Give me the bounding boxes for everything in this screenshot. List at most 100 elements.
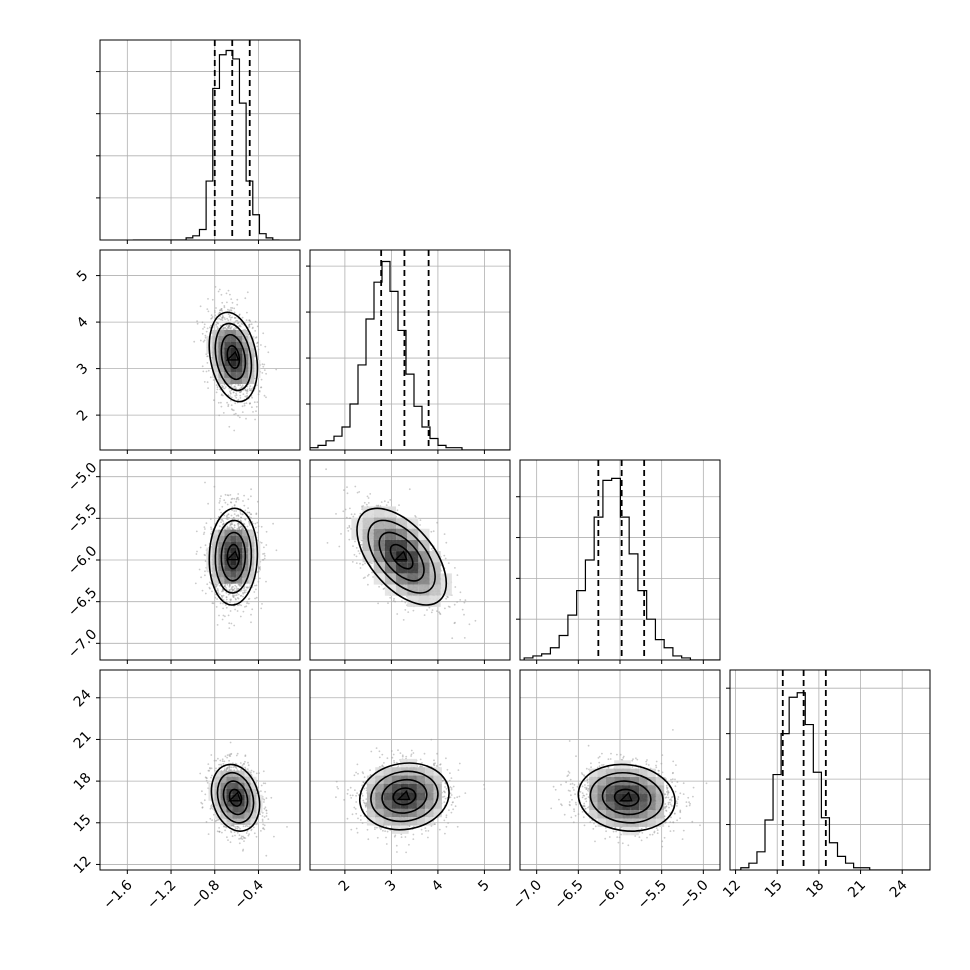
- density-cell: [242, 347, 249, 354]
- density-cell: [362, 517, 374, 529]
- scatter-point: [244, 297, 247, 300]
- scatter-point: [257, 525, 260, 528]
- scatter-point: [367, 583, 369, 586]
- scatter-point: [222, 520, 225, 522]
- scatter-point: [240, 525, 243, 527]
- scatter-point: [222, 523, 225, 526]
- density-cell: [230, 378, 237, 385]
- scatter-point: [225, 586, 227, 589]
- scatter-point: [254, 522, 257, 525]
- scatter-point: [447, 562, 450, 564]
- scatter-point: [342, 510, 345, 513]
- scatter-point: [355, 547, 358, 549]
- scatter-point: [248, 522, 251, 524]
- scatter-point: [203, 531, 206, 534]
- scatter-point: [210, 314, 213, 317]
- scatter-point: [367, 502, 370, 504]
- scatter-point: [246, 311, 248, 314]
- scatter-point: [232, 589, 234, 591]
- scatter-point: [227, 614, 230, 617]
- scatter-point: [217, 757, 219, 760]
- scatter-point: [325, 468, 327, 471]
- scatter-point: [228, 627, 231, 629]
- scatter-point: [233, 307, 236, 310]
- scatter-point: [349, 507, 351, 510]
- scatter-point: [236, 303, 239, 306]
- scatter-point: [432, 549, 434, 552]
- density-cell: [373, 562, 385, 574]
- scatter-point: [224, 326, 227, 329]
- scatter-point: [219, 584, 221, 587]
- density-cell: [396, 562, 408, 574]
- scatter-point: [238, 313, 241, 316]
- scatter-point: [248, 511, 251, 514]
- scatter-point: [208, 586, 211, 589]
- scatter-point: [213, 310, 216, 312]
- scatter-point: [338, 545, 341, 548]
- scatter-point: [210, 805, 213, 807]
- scatter-point: [453, 603, 456, 606]
- scatter-point: [263, 807, 266, 810]
- scatter-point: [230, 309, 233, 312]
- scatter-content: [100, 250, 300, 450]
- scatter-point: [359, 567, 362, 569]
- scatter-point: [227, 313, 230, 316]
- scatter-point: [219, 500, 221, 502]
- scatter-point: [253, 832, 256, 835]
- scatter-point: [246, 825, 249, 828]
- scatter-point: [240, 594, 243, 597]
- scatter-point: [234, 584, 237, 587]
- scatter-point: [430, 611, 433, 614]
- scatter-point: [423, 614, 426, 616]
- scatter-point: [389, 596, 392, 599]
- scatter-point: [255, 336, 258, 339]
- scatter-point: [443, 554, 446, 557]
- density-cell: [218, 329, 225, 336]
- scatter-point: [233, 624, 236, 627]
- scatter-point: [237, 398, 240, 401]
- scatter-point: [237, 583, 240, 586]
- scatter-point: [220, 401, 222, 404]
- scatter-point: [243, 591, 246, 594]
- histogram-steps: [310, 260, 510, 450]
- scatter-point: [344, 508, 347, 511]
- scatter-point: [204, 528, 206, 530]
- scatter-point: [234, 402, 237, 405]
- scatter-point: [229, 314, 231, 317]
- contour-line: [378, 531, 425, 582]
- scatter-point: [247, 602, 250, 605]
- scatter-point: [207, 502, 210, 505]
- scatter-point: [369, 561, 372, 564]
- density-cell: [218, 571, 225, 578]
- scatter-point: [239, 583, 241, 586]
- density-cell: [236, 341, 243, 348]
- scatter-point: [350, 513, 353, 516]
- scatter-content: [100, 670, 300, 870]
- scatter-point: [194, 582, 197, 585]
- scatter-point: [227, 319, 230, 322]
- scatter-point: [219, 602, 222, 605]
- scatter-point: [248, 319, 251, 322]
- density-cell: [236, 541, 243, 548]
- scatter-point: [221, 386, 224, 389]
- scatter-point: [233, 413, 236, 416]
- scatter-point: [222, 599, 225, 601]
- scatter-point: [459, 599, 462, 601]
- scatter-point: [226, 836, 228, 839]
- scatter-point: [242, 513, 244, 516]
- density-cell: [373, 506, 385, 518]
- scatter-point: [367, 497, 370, 499]
- scatter-point: [419, 519, 422, 521]
- scatter-point: [217, 589, 220, 592]
- density-cell: [224, 329, 231, 336]
- scatter-point: [254, 320, 257, 323]
- density-cell: [396, 539, 408, 552]
- scatter-point: [216, 328, 219, 331]
- scatter-panel-2-0: [99, 459, 301, 661]
- scatter-point: [224, 615, 226, 618]
- scatter-point: [227, 289, 230, 292]
- scatter-point: [380, 501, 383, 503]
- scatter-point: [461, 608, 464, 611]
- contour-line: [367, 519, 436, 594]
